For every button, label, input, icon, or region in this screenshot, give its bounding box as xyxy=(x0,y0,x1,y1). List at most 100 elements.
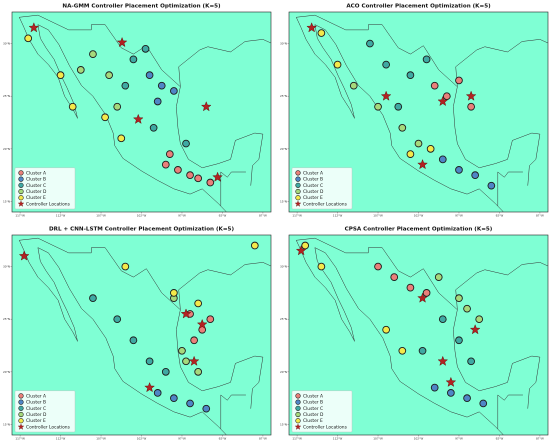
legend-label: Cluster D xyxy=(303,189,324,195)
coastline xyxy=(178,262,271,310)
node-marker xyxy=(89,294,97,303)
legend-box xyxy=(291,167,353,210)
map-layer xyxy=(19,14,271,212)
node-marker xyxy=(170,289,178,297)
controller-marker xyxy=(380,90,392,101)
legend-marker xyxy=(18,188,24,195)
legend-label: Cluster C xyxy=(26,406,46,412)
legend-box xyxy=(14,167,76,210)
x-tick-label: 107°W xyxy=(373,214,383,218)
node-marker xyxy=(382,60,390,69)
map-layer xyxy=(296,14,548,212)
legend-label: Cluster D xyxy=(26,412,47,418)
controller-marker xyxy=(132,113,144,124)
map-panel: ACO Controller Placement Optimization (K… xyxy=(280,4,549,218)
map-panel: CPSA Controller Placement Optimization (… xyxy=(280,227,549,441)
node-marker xyxy=(76,66,85,74)
node-marker xyxy=(438,315,447,324)
coastline xyxy=(453,86,541,186)
coastline xyxy=(19,237,181,310)
node-marker xyxy=(101,113,109,122)
y-tick-label: 30°N xyxy=(3,42,10,46)
node-marker xyxy=(467,102,475,111)
node-marker xyxy=(398,123,407,132)
coastline xyxy=(37,247,227,435)
node-marker xyxy=(463,304,471,313)
x-tick-label: 112°W xyxy=(56,437,66,441)
legend-marker xyxy=(18,418,24,424)
x-tick-label: 87°W xyxy=(259,437,267,441)
coastline xyxy=(314,247,504,435)
node-marker xyxy=(374,102,382,111)
coastline xyxy=(37,24,227,212)
node-marker xyxy=(170,394,178,403)
legend-label: Cluster A xyxy=(26,393,46,399)
x-tick-label: 87°W xyxy=(536,214,544,218)
node-marker xyxy=(194,367,203,376)
legend-label: Cluster B xyxy=(303,400,323,406)
legend-marker xyxy=(18,170,24,176)
coastline xyxy=(178,39,271,87)
node-marker xyxy=(174,166,182,174)
coastline xyxy=(455,39,548,87)
controller-marker xyxy=(18,250,30,261)
legend-marker xyxy=(18,176,24,182)
x-tick-label: 117°W xyxy=(15,437,25,441)
coastline xyxy=(19,14,181,87)
legend-box xyxy=(14,390,76,433)
x-tick-label: 92°W xyxy=(496,214,504,218)
node-marker xyxy=(430,383,439,392)
node-marker xyxy=(161,160,170,169)
controller-marker xyxy=(116,36,128,48)
node-marker xyxy=(434,273,443,281)
node-marker xyxy=(145,71,154,80)
coastline xyxy=(296,240,355,342)
controller-marker xyxy=(437,95,449,106)
legend-label: Cluster E xyxy=(26,418,46,424)
node-marker xyxy=(418,346,427,355)
x-tick-label: 87°W xyxy=(536,437,544,441)
node-marker xyxy=(467,357,475,366)
coastline xyxy=(220,171,246,206)
x-tick-label: 117°W xyxy=(292,437,302,441)
node-marker xyxy=(374,262,382,271)
y-tick-label: 25°N xyxy=(280,317,287,321)
x-tick-label: 117°W xyxy=(15,214,25,218)
x-tick-label: 102°W xyxy=(414,437,424,441)
controller-marker xyxy=(212,171,223,182)
node-marker xyxy=(178,346,186,355)
y-tick-label: 20°N xyxy=(3,147,10,151)
map-panel: DRL + CNN-LSTM Controller Placement Opti… xyxy=(3,227,272,441)
controller-marker xyxy=(417,159,428,170)
y-tick-label: 30°N xyxy=(280,42,287,46)
legend-label: Controller Locations xyxy=(26,201,71,207)
controller-marker xyxy=(196,318,208,329)
coastline xyxy=(497,394,523,429)
node-marker xyxy=(349,81,358,90)
node-marker xyxy=(422,55,431,64)
legend-label: Cluster C xyxy=(26,183,46,189)
controller-marker xyxy=(445,376,457,387)
controller-marker xyxy=(188,355,200,366)
y-tick-label: 20°N xyxy=(280,147,287,151)
legend-marker xyxy=(295,418,301,424)
legend-marker xyxy=(294,423,302,430)
legend-label: Cluster B xyxy=(303,177,323,183)
y-tick-label: 15°N xyxy=(280,199,287,203)
node-marker xyxy=(153,97,162,106)
node-marker xyxy=(398,346,407,355)
y-tick-label: 20°N xyxy=(3,370,10,374)
node-marker xyxy=(113,102,122,111)
legend-marker xyxy=(294,200,302,207)
x-tick-label: 102°W xyxy=(137,214,147,218)
map-panel: NA-GMM Controller Placement Optimization… xyxy=(3,4,272,218)
coastline xyxy=(19,240,78,342)
node-marker xyxy=(141,44,150,53)
node-marker xyxy=(430,81,439,90)
node-marker xyxy=(153,389,162,397)
coastline xyxy=(455,262,548,310)
controller-marker xyxy=(469,324,481,335)
legend-marker xyxy=(295,176,301,182)
legend-marker xyxy=(17,423,25,430)
